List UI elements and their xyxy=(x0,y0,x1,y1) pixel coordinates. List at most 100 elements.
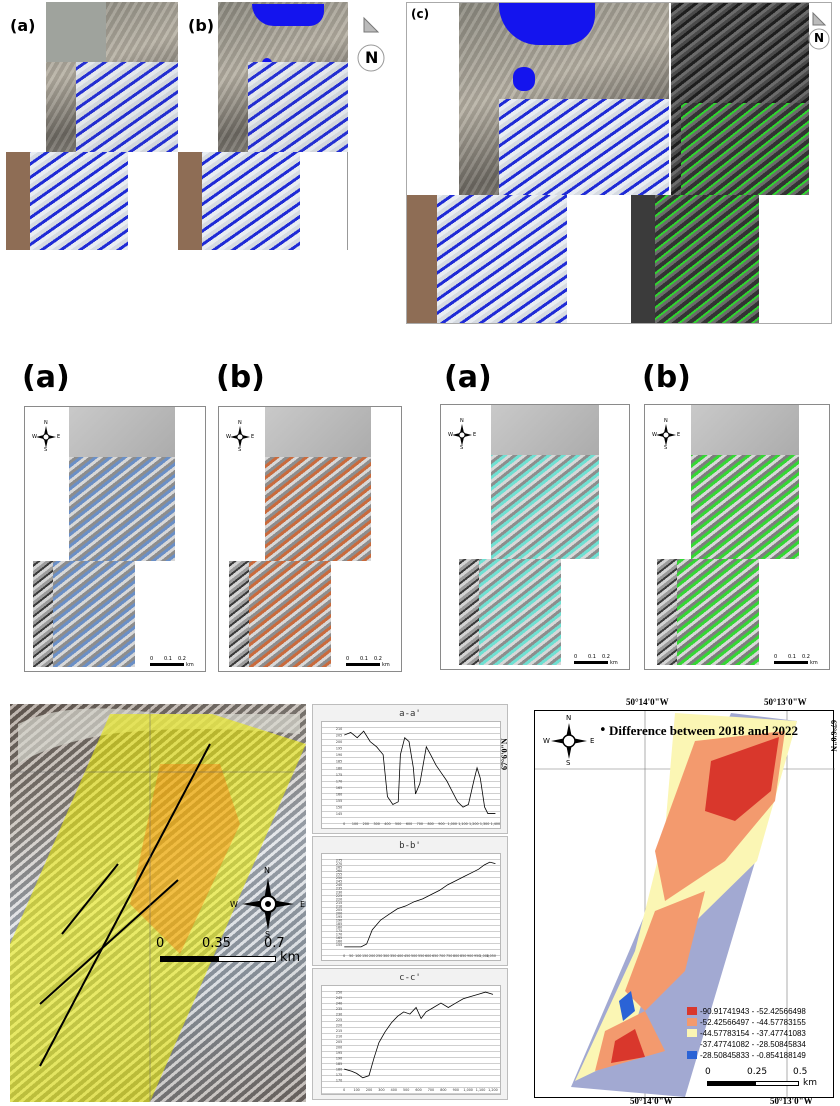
legend-item: -28.50845833 - -0.854188149 xyxy=(687,1051,806,1060)
scale-tick: 0.2 xyxy=(374,656,382,662)
compass-icon: N S W E xyxy=(32,420,61,453)
y-tick-label: 175 xyxy=(336,1073,342,1077)
y-tick-label: 235 xyxy=(336,887,342,891)
profile-c: c-c' 250 245 240 235 230 225 220 215 210 205 200 19… xyxy=(312,968,508,1100)
lon-label-bottom-2: 50°13'0"W xyxy=(770,1096,813,1106)
scale-bar: 0 0.25 0.5 km xyxy=(705,1067,825,1095)
x-tick-label: 400 xyxy=(397,954,403,958)
scale-unit: km xyxy=(610,660,618,666)
compass-w: W xyxy=(230,900,238,909)
satellite-image-c-lower-right xyxy=(631,195,759,323)
compass-e: E xyxy=(57,434,61,440)
x-tick-label: 1,100 xyxy=(476,1088,486,1092)
north-letter: N xyxy=(814,31,825,45)
y-tick-label: 210 xyxy=(336,904,342,908)
panel-label-c: (c) xyxy=(411,7,430,21)
x-tick-label: 1,050 xyxy=(486,954,496,958)
legend-swatch xyxy=(687,1029,697,1037)
scale-unit: km xyxy=(810,660,818,666)
legend-label: -37.47741082 - -28.50845834 xyxy=(700,1040,806,1049)
x-tick-label: 0 xyxy=(343,954,345,958)
x-tick-label: 250 xyxy=(376,954,382,958)
mid-label-3: (a) xyxy=(444,360,492,395)
y-tick-label: 190 xyxy=(336,918,342,922)
satellite-image-upper xyxy=(46,2,178,152)
profile-b: b-b' 275 270 265 260 255 250 245 240 235 230 225 22… xyxy=(312,836,508,966)
compass-w: W xyxy=(448,432,453,438)
x-tick-label: 800 xyxy=(440,1088,446,1092)
y-tick-label: 230 xyxy=(336,1013,342,1017)
x-tick-label: 1,000 xyxy=(463,1088,473,1092)
ortho-image: N S W E 0 0.35 0.7 km xyxy=(10,704,306,1102)
profile-plot: 210 205 200 195 190 185 180 175 170 165 160 155 150 1… xyxy=(321,721,501,829)
x-tick-label: 1,400 xyxy=(491,822,501,826)
compass-icon: N S W E xyxy=(543,714,594,767)
compass-s: S xyxy=(238,447,242,453)
north-letter: N xyxy=(365,48,379,67)
x-tick-label: 1,300 xyxy=(480,822,490,826)
y-tick-label: 215 xyxy=(336,1029,342,1033)
compass-s: S xyxy=(664,445,668,451)
y-tick-label: 155 xyxy=(336,799,342,803)
y-tick-label: 215 xyxy=(336,901,342,905)
title-bullet: • xyxy=(599,723,607,738)
legend-item: -44.57783154 - -37.47741083 xyxy=(687,1029,806,1038)
x-tick-label: 1,000 xyxy=(447,822,457,826)
scale-tick: 0 xyxy=(774,654,778,660)
x-tick-label: 50 xyxy=(349,954,353,958)
satellite-image-lower xyxy=(178,152,300,250)
lon-label-top-1: 50°14'0"W xyxy=(626,697,669,707)
y-tick-label: 145 xyxy=(336,812,342,816)
y-tick-label: 260 xyxy=(336,869,342,873)
scale-bar: 0 0.1 0.2 km xyxy=(150,656,202,670)
compass-e: E xyxy=(251,434,255,440)
scale-tick: 0.2 xyxy=(802,654,810,660)
legend-swatch xyxy=(687,1040,697,1048)
y-tick-label: 165 xyxy=(336,786,342,790)
y-tick-label: 230 xyxy=(336,890,342,894)
y-tick-label: 200 xyxy=(336,1046,342,1050)
y-tick-label: 205 xyxy=(336,1040,342,1044)
compass-e: E xyxy=(590,737,595,745)
x-tick-label: 1,200 xyxy=(469,822,479,826)
y-tick-label: 245 xyxy=(336,996,342,1000)
compass-s: S xyxy=(265,930,271,939)
y-tick-label: 170 xyxy=(336,933,342,937)
y-tick-label: 245 xyxy=(336,880,342,884)
scale-tick: 0.2 xyxy=(178,656,186,662)
x-tick-label: 500 xyxy=(403,1088,409,1092)
scale-tick: 0 xyxy=(705,1067,711,1077)
panel-c-top: (c) N xyxy=(406,2,832,324)
mid-label-2: (b) xyxy=(216,360,265,395)
y-tick-label: 210 xyxy=(336,1035,342,1039)
y-tick-label: 150 xyxy=(336,806,342,810)
compass-w: W xyxy=(543,737,550,745)
profile-plot: 2752702652602552502452402352302252202152… xyxy=(321,853,501,961)
x-tick-label: 0 xyxy=(343,1088,345,1092)
compass-n: N xyxy=(264,866,270,875)
legend-swatch xyxy=(687,1051,697,1059)
y-tick-label: 195 xyxy=(336,1051,342,1055)
x-tick-label: 100 xyxy=(355,954,361,958)
panel-label-a: (a) xyxy=(10,16,36,35)
scale-tick: 0 xyxy=(150,656,154,662)
x-tick-label: 800 xyxy=(427,822,433,826)
y-tick-label: 255 xyxy=(336,873,342,877)
compass-w: W xyxy=(226,434,231,440)
scale-tick: 0.7 xyxy=(264,936,285,951)
compass-w: W xyxy=(32,434,37,440)
x-tick-label: 1,000 xyxy=(479,954,489,958)
scale-tick: 0.1 xyxy=(360,656,368,662)
scale-tick: 0.1 xyxy=(164,656,172,662)
scale-tick: 0.5 xyxy=(793,1067,808,1077)
x-tick-label: 400 xyxy=(384,822,390,826)
y-tick-label: 180 xyxy=(336,766,342,770)
scale-unit: km xyxy=(382,662,390,668)
satellite-image-c-upper xyxy=(459,3,669,195)
satellite-image-upper xyxy=(218,2,348,152)
mid-label-1: (a) xyxy=(22,360,70,395)
y-tick-label: 185 xyxy=(336,1062,342,1066)
x-tick-label: 0 xyxy=(343,822,345,826)
compass-e: E xyxy=(677,432,681,438)
satellite-image-c-lower xyxy=(407,195,567,323)
